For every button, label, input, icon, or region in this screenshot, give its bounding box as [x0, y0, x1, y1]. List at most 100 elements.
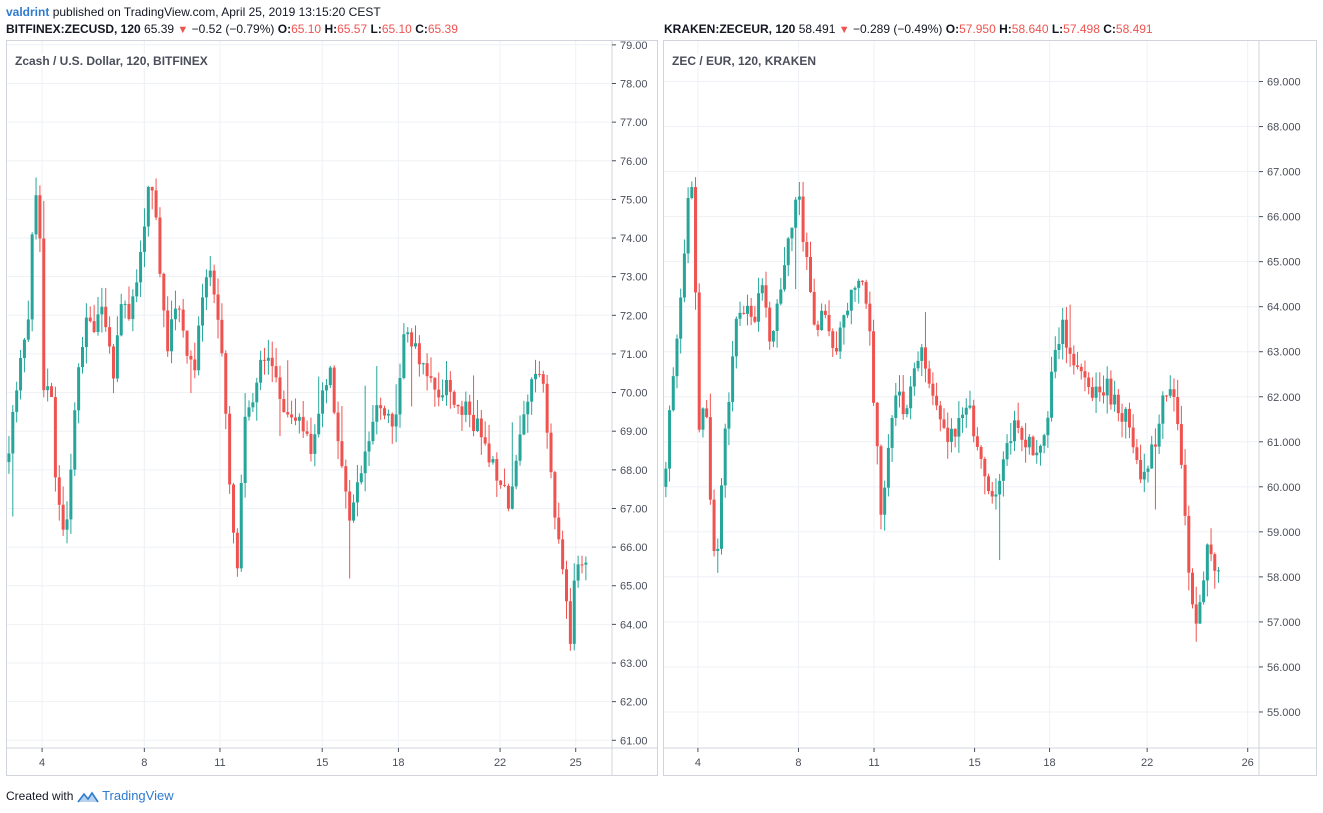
y-tick-label: 71.00 — [620, 349, 648, 361]
candle — [518, 415, 522, 466]
candle — [860, 280, 864, 286]
chart-panel-zeceur[interactable]: 55.000 56.000 57.000 58.000 59.000 60.000 61.0… — [663, 40, 1317, 776]
candle — [801, 181, 805, 252]
candle — [1113, 380, 1117, 412]
publisher-user[interactable]: valdrint — [6, 5, 50, 19]
candle — [433, 377, 437, 407]
tradingview-brand-link[interactable]: TradingView — [102, 788, 174, 803]
candle — [274, 347, 278, 383]
candle — [111, 343, 115, 394]
candle — [363, 385, 367, 492]
candle — [1064, 307, 1068, 364]
candle — [823, 304, 827, 319]
y-tick-label: 59.000 — [1267, 527, 1301, 539]
candle — [923, 312, 927, 383]
candle — [247, 400, 251, 421]
right-symbol[interactable]: KRAKEN:ZECEUR, 120 — [664, 22, 796, 36]
left-open: 65.10 — [291, 22, 322, 36]
candle — [208, 255, 212, 287]
y-tick-label: 72.00 — [620, 310, 648, 322]
candle — [328, 365, 332, 389]
candle — [1038, 444, 1042, 466]
candle — [686, 187, 690, 264]
candle — [232, 483, 236, 544]
candle — [957, 401, 961, 453]
y-tick-label: 61.00 — [620, 735, 648, 747]
candle — [30, 232, 34, 332]
candle — [1165, 394, 1169, 402]
candle — [846, 302, 850, 318]
candle — [1157, 414, 1161, 454]
candle — [1168, 375, 1172, 399]
candle — [905, 404, 909, 418]
candle — [790, 227, 794, 252]
candle — [22, 337, 26, 373]
candle — [26, 300, 30, 342]
candle — [1213, 552, 1217, 589]
candle — [321, 382, 325, 428]
candle — [1187, 505, 1191, 591]
y-tick-label: 56.000 — [1267, 662, 1301, 674]
candle — [1191, 568, 1195, 609]
chart-legend-zeceur: ZEC / EUR, 120, KRAKEN — [672, 54, 817, 68]
candle — [390, 412, 394, 444]
candle — [472, 375, 476, 437]
candle — [812, 278, 816, 326]
candle — [998, 473, 1002, 561]
candle — [204, 269, 208, 311]
candle — [994, 478, 998, 510]
candle — [452, 390, 456, 408]
candle — [251, 393, 255, 412]
candle — [154, 178, 158, 221]
candle — [417, 335, 421, 377]
candle — [421, 362, 425, 375]
x-tick-label: 15 — [968, 757, 980, 769]
candle — [727, 392, 731, 446]
chart-panel-zecusd[interactable]: 61.00 62.00 63.00 64.00 65.00 66.00 67.00 68.00… — [6, 40, 658, 776]
candle — [1116, 388, 1120, 422]
candle — [1079, 363, 1083, 380]
candle — [375, 366, 379, 435]
candle — [1120, 403, 1124, 438]
candle — [355, 464, 359, 517]
candle — [868, 291, 872, 346]
right-quote: KRAKEN:ZECEUR, 120 58.491 ▼ −0.289 (−0.4… — [664, 22, 1153, 36]
candle — [820, 303, 824, 331]
candle — [1176, 379, 1180, 431]
candle — [565, 560, 569, 619]
candle — [88, 306, 92, 323]
x-tick-label: 25 — [570, 757, 582, 769]
candle — [584, 556, 588, 581]
candle — [983, 456, 987, 495]
left-symbol[interactable]: BITFINEX:ZECUSD, 120 — [6, 22, 141, 36]
candle — [290, 400, 294, 425]
candle — [768, 301, 772, 350]
created-with-text: Created with — [6, 789, 74, 803]
candle — [313, 424, 317, 467]
candle — [946, 412, 950, 459]
candle — [561, 530, 565, 575]
candle — [1194, 586, 1198, 642]
candle — [65, 501, 69, 544]
y-tick-label: 70.00 — [620, 388, 648, 400]
candle — [413, 325, 417, 349]
y-tick-label: 73.00 — [620, 272, 648, 284]
candle — [968, 390, 972, 410]
candle — [487, 424, 491, 468]
down-arrow-icon: ▼ — [177, 24, 189, 36]
candle — [185, 330, 189, 364]
candle — [278, 365, 282, 437]
candle — [886, 434, 890, 497]
candle — [757, 277, 761, 332]
x-tick-label: 4 — [695, 757, 701, 769]
candle — [705, 399, 709, 419]
x-tick-label: 18 — [1043, 757, 1055, 769]
candle — [675, 334, 679, 389]
candle — [38, 185, 42, 253]
candle — [162, 272, 166, 328]
candlestick-chart-zeceur[interactable]: 55.000 56.000 57.000 58.000 59.000 60.000 61.0… — [664, 41, 1316, 775]
candle — [108, 316, 112, 354]
candlestick-chart-zecusd[interactable]: 61.00 62.00 63.00 64.00 65.00 66.00 67.00 68.00… — [7, 41, 657, 775]
candle — [383, 405, 387, 420]
candle — [1216, 566, 1220, 583]
